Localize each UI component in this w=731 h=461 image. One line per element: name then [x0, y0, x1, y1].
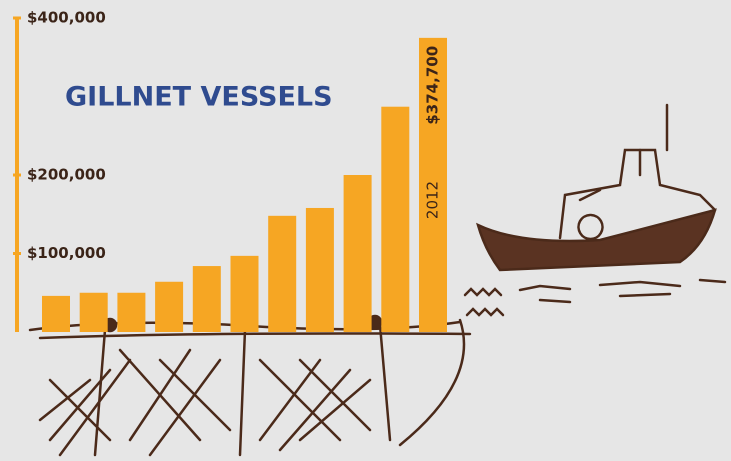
- boat-illustration: [476, 103, 727, 304]
- bar: [268, 215, 297, 332]
- bar: [381, 106, 410, 332]
- bar: [419, 37, 447, 332]
- bar: [192, 266, 221, 332]
- bar: [79, 292, 108, 332]
- bar: [155, 281, 184, 332]
- y-tick-label: $400,000: [27, 9, 106, 27]
- bar: [305, 207, 334, 332]
- bar: [230, 255, 259, 332]
- y-tick-label: $100,000: [27, 244, 106, 262]
- chart-title: GILLNET VESSELS: [65, 82, 333, 113]
- value-label: $374,700: [424, 46, 442, 125]
- bar: [343, 175, 372, 332]
- y-tick-label: $200,000: [27, 166, 106, 184]
- x-category-label: 2012: [424, 181, 442, 219]
- bar: [117, 292, 146, 332]
- bar: [42, 295, 70, 332]
